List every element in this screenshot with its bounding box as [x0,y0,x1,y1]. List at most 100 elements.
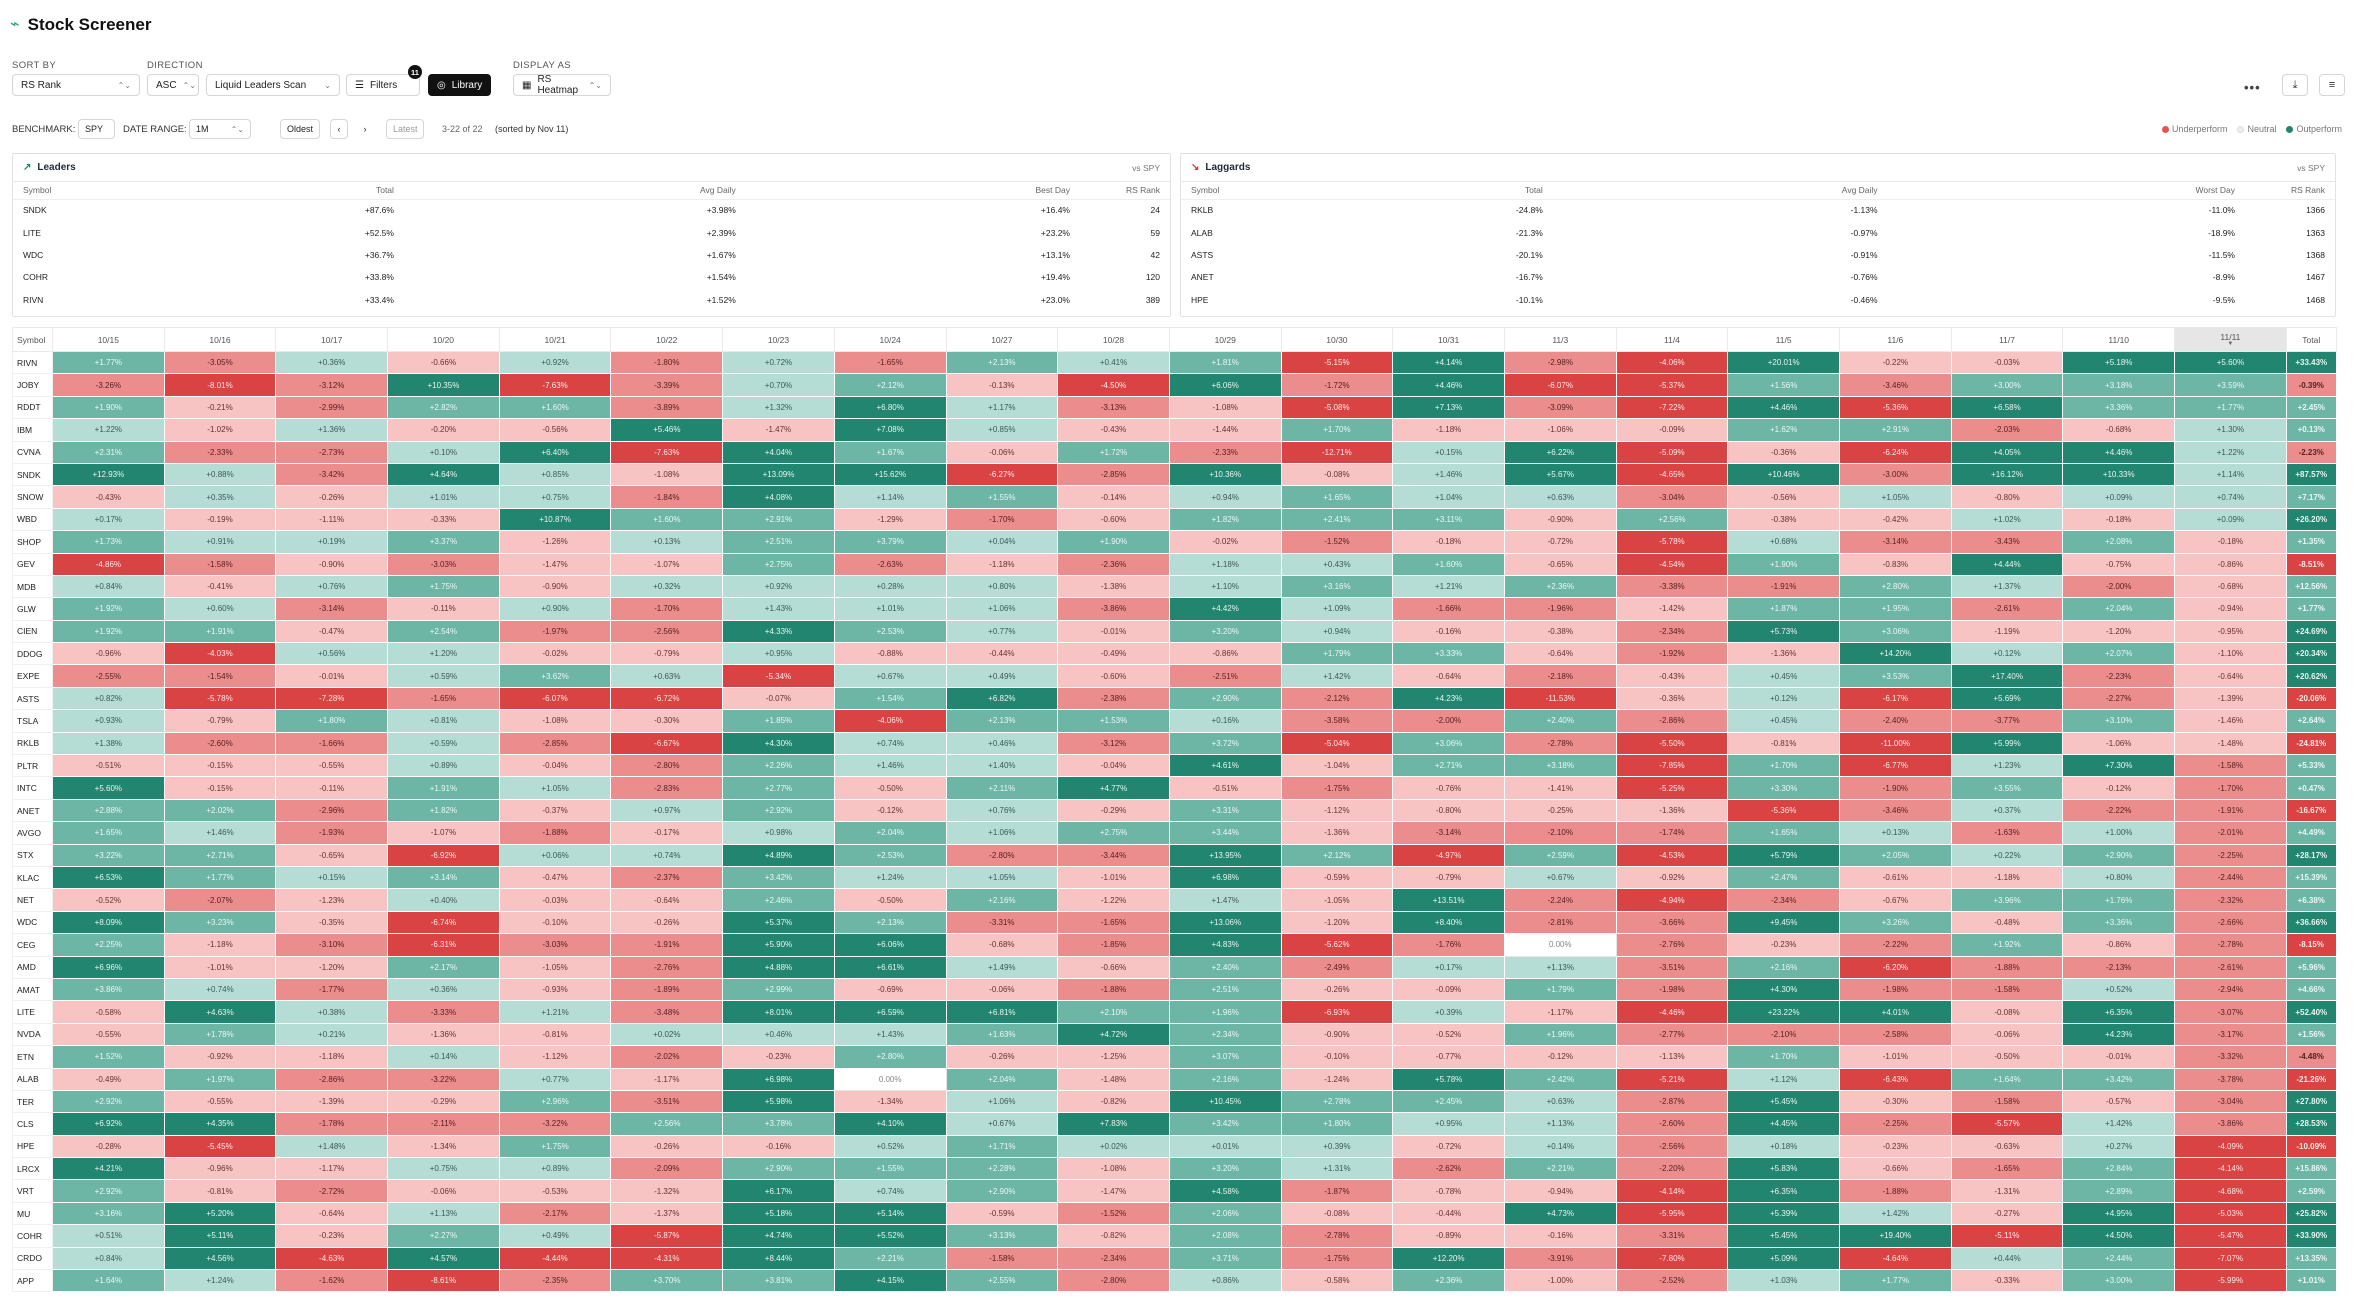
heatmap-cell[interactable]: -2.25% [1839,1112,1952,1136]
heatmap-cell[interactable]: -1.75% [1280,1246,1394,1271]
heatmap-cell[interactable]: +2.90% [2062,843,2176,867]
heatmap-cell[interactable]: +1.43% [722,597,835,621]
heatmap-row[interactable]: ALAB -0.49% +1.97% -2.86% -3.22% +0.77% -1.17%… [12,1067,2337,1091]
heatmap-cell[interactable]: +5.45% [1727,1089,1840,1114]
heatmap-cell[interactable]: -5.87% [610,1224,724,1248]
heatmap-cell[interactable]: +2.02% [163,798,277,823]
heatmap-cell[interactable]: -1.31% [1950,1179,2064,1203]
heatmap-cell[interactable]: +7.13% [1392,395,1505,420]
heatmap-cell[interactable]: +3.16% [1280,574,1394,599]
heatmap-cell[interactable]: -1.01% [1839,1045,1952,1069]
heatmap-cell[interactable]: +1.96% [1168,1000,1282,1024]
heatmap-cell[interactable]: -1.23% [275,888,389,912]
heatmap-cell[interactable]: -1.41% [1503,776,1617,800]
heatmap-cell[interactable]: -2.36% [1057,552,1170,576]
heatmap-cell[interactable]: -4.53% [1615,843,1729,867]
heatmap-cell[interactable]: +0.74% [2174,485,2287,509]
heatmap-symbol[interactable]: APP [12,1269,53,1293]
date-range-select[interactable]: 1M ⌃⌄ [189,119,251,139]
heatmap-cell[interactable]: +3.33% [1392,642,1505,666]
heatmap-cell[interactable]: +1.70% [1727,1045,1840,1069]
heatmap-cell[interactable]: +4.30% [1727,977,1840,1002]
heatmap-row[interactable]: RDDT +1.90% -0.21% -2.99% +2.82% +1.60% -3.89%… [12,395,2337,420]
heatmap-cell[interactable]: -0.23% [722,1045,835,1069]
heatmap-cell[interactable]: -0.09% [1392,977,1505,1002]
heatmap-row[interactable]: NVDA -0.55% +1.78% +0.21% -1.36% -0.81% +0.02%… [12,1022,2337,1047]
heatmap-cell[interactable]: +1.52% [52,1045,165,1069]
heatmap-cell[interactable]: -3.22% [387,1067,500,1091]
heatmap-cell[interactable]: +0.77% [498,1067,612,1091]
heatmap-cell[interactable]: -2.10% [1503,821,1617,845]
heatmap-cell[interactable]: +0.14% [1503,1134,1617,1159]
heatmap-cell[interactable]: +1.92% [52,619,165,644]
heatmap-cell[interactable]: +3.31% [1168,798,1282,823]
heatmap-row[interactable]: CRDO +0.84% +4.56% -4.63% +4.57% -4.44% -4.31%… [12,1246,2337,1271]
heatmap-cell[interactable]: -0.26% [1280,977,1394,1002]
heatmap-cell[interactable]: -4.44% [498,1246,612,1271]
heatmap-cell[interactable]: +6.22% [1503,440,1617,464]
heatmap-cell[interactable]: -0.47% [498,865,612,890]
heatmap-cell[interactable]: -0.72% [1392,1134,1505,1159]
laggards-row[interactable]: ALAB -21.3% -0.97% -18.9% 1363 [1181,221,2335,243]
heatmap-cell[interactable]: +1.78% [163,1022,277,1047]
heatmap-cell[interactable]: +0.77% [945,619,1059,644]
heatmap-cell[interactable]: +3.13% [945,1224,1059,1248]
heatmap-cell[interactable]: -2.10% [1727,1022,1840,1047]
heatmap-cell[interactable]: -6.92% [387,843,500,867]
heatmap-cell[interactable]: -0.59% [945,1201,1059,1226]
heatmap-row[interactable]: WDC +8.09% +3.23% -0.35% -6.74% -0.10% -0.26% +… [12,910,2337,935]
heatmap-cell[interactable]: +0.59% [387,731,500,756]
heatmap-cell[interactable]: +0.49% [945,664,1059,688]
heatmap-cell[interactable]: -1.12% [498,1045,612,1069]
heatmap-row[interactable]: DDOG -0.96% -4.03% +0.56% +1.20% -0.02% -0.79%… [12,642,2337,666]
heatmap-cell[interactable]: -2.52% [1615,1269,1729,1293]
heatmap-cell[interactable]: -3.43% [1950,530,2064,554]
heatmap-cell[interactable]: -4.09% [2174,1134,2287,1159]
heatmap-cell[interactable]: +0.10% [387,440,500,464]
heatmap-cell[interactable]: -2.03% [1950,418,2064,442]
heatmap-cell[interactable]: +3.07% [1168,1045,1282,1069]
heatmap-cell[interactable]: +4.95% [2062,1201,2176,1226]
heatmap-cell[interactable]: +1.81% [1168,350,1282,375]
heatmap-cell[interactable]: -5.25% [1615,776,1729,800]
heatmap-cell[interactable]: -1.65% [1950,1157,2064,1181]
heatmap-cell[interactable]: -0.63% [1950,1134,2064,1159]
heatmap-cell[interactable]: +1.73% [52,530,165,554]
heatmap-cell[interactable]: -7.07% [2174,1246,2287,1271]
heatmap-cell[interactable]: -1.17% [610,1067,724,1091]
heatmap-cell[interactable]: -0.29% [387,1089,500,1114]
heatmap-symbol[interactable]: GLW [12,597,53,621]
heatmap-cell[interactable]: -0.20% [387,418,500,442]
heatmap-cell[interactable]: -6.93% [1280,1000,1394,1024]
heatmap-cell[interactable]: +3.42% [722,865,835,890]
heatmap-cell[interactable]: -0.80% [1392,798,1505,823]
laggards-row[interactable]: ANET -16.7% -0.76% -8.9% 1467 [1181,266,2335,288]
heatmap-cell[interactable]: +1.06% [945,821,1059,845]
heatmap-cell[interactable]: +3.30% [1727,776,1840,800]
heatmap-cell[interactable]: +2.34% [1168,1022,1282,1047]
heatmap-cell[interactable]: +4.08% [722,485,835,509]
heatmap-cell[interactable]: +1.95% [1839,597,1952,621]
heatmap-cell[interactable]: -0.50% [1950,1045,2064,1069]
heatmap-cell[interactable]: +0.89% [498,1157,612,1181]
heatmap-cell[interactable]: +1.77% [2174,395,2287,420]
heatmap-cell[interactable]: +2.91% [1839,418,1952,442]
heatmap-cell[interactable]: -0.86% [1168,642,1282,666]
latest-button[interactable]: Latest [386,119,424,139]
heatmap-cell[interactable]: +13.51% [1392,888,1505,912]
heatmap-cell[interactable]: +0.63% [1503,1089,1617,1114]
heatmap-cell[interactable]: -3.39% [610,373,724,397]
heatmap-cell[interactable]: -2.62% [1392,1157,1505,1181]
heatmap-cell[interactable]: -2.40% [1839,709,1952,733]
heatmap-cell[interactable]: +1.24% [163,1269,277,1293]
heatmap-cell[interactable]: -1.00% [1503,1269,1617,1293]
heatmap-cell[interactable]: +3.72% [1168,731,1282,756]
heatmap-cell[interactable]: +4.73% [1503,1201,1617,1226]
heatmap-cell[interactable]: +1.75% [498,1134,612,1159]
heatmap-row[interactable]: SNDK +12.93% +0.88% -3.42% +4.64% +0.85% -1.08… [12,462,2337,487]
heatmap-cell[interactable]: -1.70% [945,507,1059,532]
heatmap-cell[interactable]: -1.08% [610,462,724,487]
leaders-row[interactable]: RIVN +33.4% +1.52% +23.0% 389 [13,289,1170,311]
heatmap-cell[interactable]: -0.10% [498,910,612,935]
heatmap-cell[interactable]: +3.11% [1392,507,1505,532]
